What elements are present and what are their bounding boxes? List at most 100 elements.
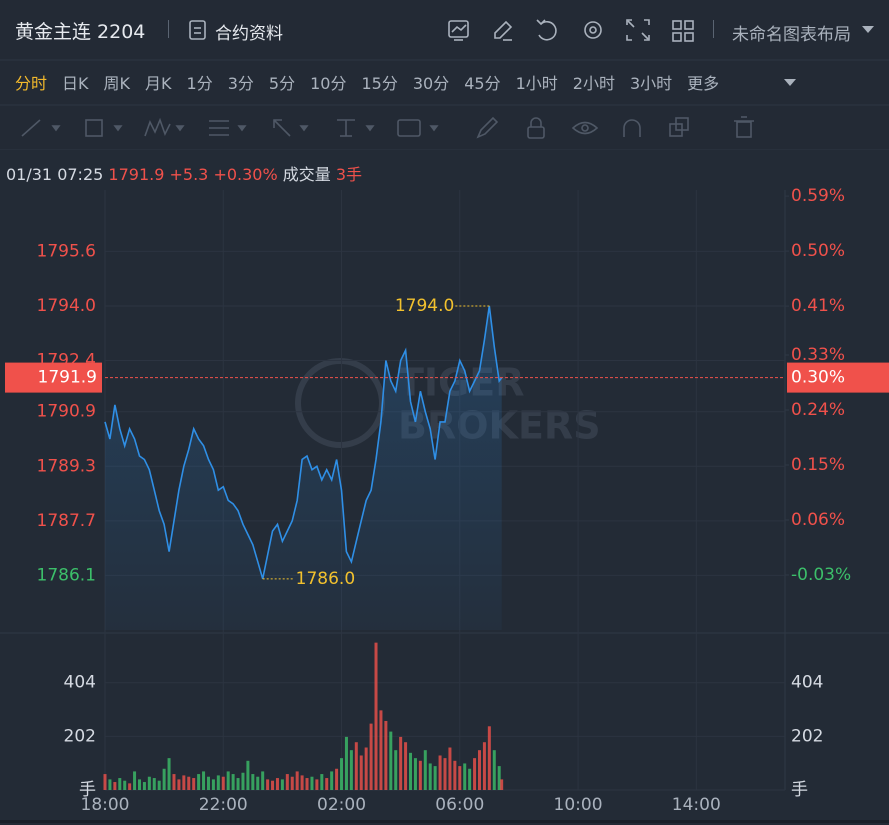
- period-tab[interactable]: 30分: [412, 74, 450, 93]
- quote-change-pct: +0.30%: [213, 165, 278, 184]
- volume-label: 成交量: [282, 165, 331, 184]
- volume-bar: [492, 750, 496, 790]
- x-tick-label: 06:00: [435, 795, 484, 815]
- volume-bar: [404, 742, 408, 790]
- tool-line[interactable]: [21, 119, 61, 137]
- volume-bar: [443, 758, 447, 790]
- volume-bar: [354, 742, 358, 790]
- period-tab[interactable]: 1小时: [515, 74, 558, 93]
- volume-bar: [113, 782, 117, 790]
- undo-icon[interactable]: [536, 19, 557, 41]
- price-area: [105, 306, 502, 630]
- quote-volume: 3手: [335, 165, 363, 184]
- volume-bar: [428, 763, 432, 790]
- period-tab[interactable]: 45分: [464, 74, 501, 93]
- y-tick-label: 1795.6: [37, 241, 96, 261]
- volume-bar: [364, 747, 368, 790]
- volume-bar: [394, 750, 398, 790]
- tool-text[interactable]: [397, 119, 439, 137]
- tool-arrow[interactable]: [273, 119, 309, 137]
- volume-bar: [310, 776, 314, 790]
- volume-bar: [280, 779, 284, 790]
- tool-rect[interactable]: [85, 119, 123, 137]
- volume-bar: [216, 775, 220, 790]
- x-tick-label: 18:00: [81, 795, 130, 815]
- period-tab[interactable]: 1分: [186, 74, 213, 93]
- y-tick-label: 手: [79, 780, 96, 800]
- tool-eye[interactable]: [571, 121, 599, 135]
- volume-bar: [473, 758, 477, 790]
- volume-bar: [226, 771, 230, 790]
- period-tab[interactable]: 更多: [687, 74, 720, 93]
- volume-bar: [500, 779, 504, 790]
- volume-bar: [320, 774, 324, 790]
- volume-bar: [261, 771, 265, 790]
- tool-magnet[interactable]: [623, 119, 641, 137]
- tool-lock[interactable]: [527, 117, 545, 139]
- tool-measure[interactable]: [337, 119, 375, 137]
- period-tab[interactable]: 10分: [310, 74, 347, 93]
- volume-bar: [448, 747, 452, 790]
- dropdown-icon[interactable]: [784, 79, 796, 86]
- volume-bar: [458, 766, 462, 790]
- volume-bar: [172, 774, 176, 790]
- x-tick-label: 14:00: [672, 795, 721, 815]
- period-tab[interactable]: 5分: [268, 74, 296, 93]
- volume-bar: [463, 763, 467, 790]
- volume-bar: [468, 768, 472, 790]
- y-tick-label: 202: [791, 726, 823, 746]
- volume-bar: [137, 779, 141, 790]
- y-tick-label: 1787.7: [37, 511, 96, 531]
- y2-tick-label: 0.59%: [791, 186, 845, 206]
- dropdown-icon[interactable]: [862, 26, 874, 33]
- tool-wave[interactable]: [144, 117, 185, 137]
- y2-tick-label: 0.41%: [791, 296, 845, 316]
- tool-brush[interactable]: [476, 116, 499, 139]
- volume-bar: [202, 771, 206, 790]
- draw-icon[interactable]: [494, 20, 513, 41]
- period-tab[interactable]: 周K: [103, 74, 131, 93]
- y-tick-label: 1789.3: [37, 456, 96, 476]
- period-tabs: 分时 日K 周K 月K 1分 3分 5分 10分 15分 30分 45分 1小时 2小时 3小时 更多: [15, 70, 719, 94]
- volume-bar: [433, 766, 437, 790]
- volume-bar: [413, 758, 417, 790]
- period-tab[interactable]: 日K: [62, 74, 89, 93]
- period-tab[interactable]: 分时: [15, 74, 48, 93]
- indicator-icon[interactable]: [448, 20, 469, 41]
- volume-bar: [251, 774, 255, 790]
- volume-bar: [330, 771, 334, 790]
- contract-info-button[interactable]: 合约资料: [215, 24, 283, 44]
- volume-bar: [335, 768, 339, 790]
- fullscreen-icon[interactable]: [626, 19, 650, 41]
- volume-bar: [177, 779, 181, 790]
- volume-bar: [285, 774, 289, 790]
- tool-copy[interactable]: [669, 117, 689, 137]
- quote-price: 1791.9: [108, 165, 165, 184]
- volume-bar: [133, 771, 137, 790]
- volume-bar: [266, 779, 270, 790]
- layout-icon[interactable]: [672, 20, 694, 42]
- tool-fib[interactable]: [209, 120, 247, 136]
- header-icons: [189, 19, 694, 42]
- y-tick-label: 404: [64, 673, 96, 693]
- period-tab[interactable]: 15分: [361, 74, 398, 93]
- settings-icon[interactable]: [584, 21, 602, 39]
- volume-bar: [295, 771, 299, 790]
- volume-bar: [128, 783, 132, 790]
- layout-name-button[interactable]: 未命名图表布局: [732, 25, 851, 45]
- period-tab[interactable]: 3小时: [629, 74, 673, 93]
- doc-icon[interactable]: [189, 20, 206, 40]
- period-tab[interactable]: 2小时: [572, 74, 615, 93]
- period-tab[interactable]: 月K: [145, 74, 172, 93]
- volume-bar: [315, 779, 319, 790]
- period-tab[interactable]: 3分: [227, 74, 254, 93]
- y-tick-label: 手: [791, 780, 808, 800]
- volume-bar: [497, 766, 501, 790]
- volume-bar: [108, 779, 112, 790]
- volume-bar: [399, 736, 403, 790]
- tool-delete[interactable]: [734, 116, 754, 138]
- volume-bar: [423, 750, 427, 790]
- y2-tick-label: 0.06%: [791, 510, 845, 530]
- header: 黄金主连 2204 合约资料 未命名图表布局: [0, 0, 889, 60]
